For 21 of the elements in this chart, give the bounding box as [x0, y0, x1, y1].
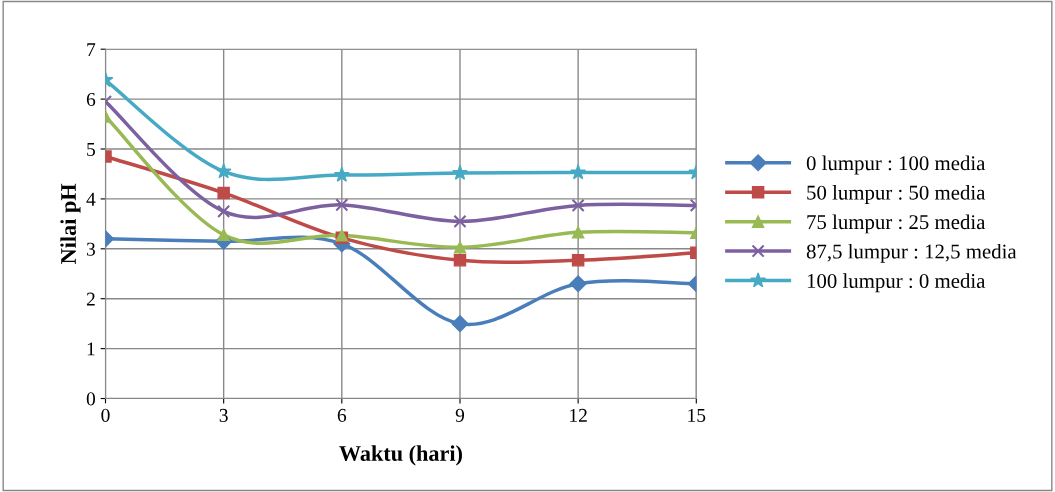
y-tick-label: 6 [86, 92, 96, 107]
x-tick-label: 0 [101, 408, 110, 422]
y-tick-label: 2 [86, 292, 95, 306]
y-tick-label: 4 [86, 192, 96, 206]
y-tick-label: 0 [86, 392, 96, 406]
x-tick-label: 9 [455, 408, 465, 422]
legend-label: 50 lumpur : 50 media [807, 185, 986, 204]
legend-label: 87,5 lumpur : 12,5 media [806, 243, 1017, 263]
y-tick-label: 3 [86, 242, 96, 256]
y-tick-label: 5 [87, 143, 96, 156]
y-tick-label: 1 [87, 342, 95, 356]
legend-label: 100 lumpur : 0 media [807, 273, 986, 293]
y-axis-title: Nilai pH [60, 183, 81, 264]
x-axis-title: Waktu (hari) [339, 445, 462, 466]
x-tick-label: 3 [219, 408, 228, 422]
x-tick-label: 6 [337, 408, 347, 422]
legend-label: 75 lumpur : 25 media [807, 214, 986, 234]
y-tick-label: 7 [87, 43, 96, 56]
x-tick-label: 15 [688, 408, 706, 422]
legend-label: 0 lumpur : 100 media [806, 155, 986, 175]
x-tick-label: 12 [570, 408, 587, 422]
